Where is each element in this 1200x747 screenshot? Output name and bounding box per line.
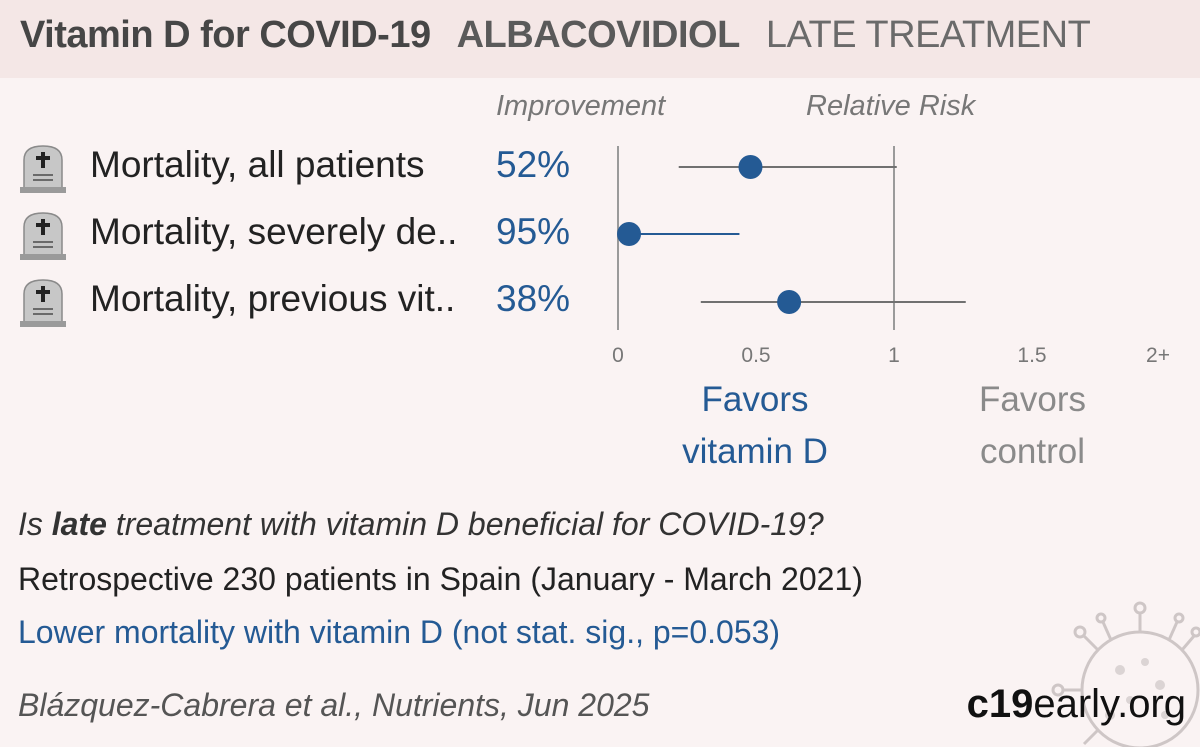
row-label: Mortality, severely de..	[90, 211, 458, 252]
question-emphasis: late	[51, 506, 107, 542]
header-bar: Vitamin D for COVID-19 ALBACOVIDIOL LATE T…	[0, 0, 1200, 78]
study-description: Retrospective 230 patients in Spain (Jan…	[18, 561, 863, 597]
treatment-stage: LATE TREATMENT	[765, 14, 1091, 56]
forest-plot: 0 0.5 1 1.5 2+	[612, 146, 1170, 367]
effect-point	[617, 222, 642, 246]
question-suffix: treatment with vitamin D beneficial for …	[106, 506, 824, 542]
favors-control-line2: control	[979, 432, 1086, 471]
virus-watermark-icon	[1051, 601, 1200, 747]
row-label: Mortality, all patients	[90, 144, 425, 185]
tombstone-icon	[20, 212, 66, 260]
favors-control-line1: Favors	[979, 380, 1086, 419]
brand-bold: c19	[966, 682, 1034, 726]
question-prefix: Is	[18, 506, 52, 542]
brand-light: early.org	[1033, 682, 1186, 726]
favors-treatment-line1: Favors	[701, 380, 809, 419]
effect-point	[777, 290, 802, 314]
brand-logo: c19early.org	[967, 682, 1186, 727]
study-result: Lower mortality with vitamin D (not stat…	[18, 614, 781, 650]
header-title: Vitamin D for COVID-19 ALBACOVIDIOL LATE T…	[20, 14, 1116, 57]
x-tick-label: 1.5	[1017, 344, 1046, 367]
x-tick-label: 2+	[1146, 344, 1170, 367]
favors-treatment-label: Favors vitamin D	[660, 374, 850, 478]
x-tick-label: 0	[612, 344, 624, 367]
row-improvement: 52%	[496, 144, 571, 185]
improvement-column-header: Improvement	[496, 90, 666, 122]
citation: Blázquez-Cabrera et al., Nutrients, Jun …	[18, 687, 650, 723]
row-label: Mortality, previous vit..	[90, 278, 456, 319]
effect-point	[738, 155, 763, 179]
row-improvement: 95%	[496, 211, 571, 252]
row-improvement: 38%	[496, 278, 571, 319]
x-tick-label: 0.5	[741, 344, 770, 367]
title-text: Vitamin D for COVID-19	[20, 14, 431, 56]
treatment-name: ALBACOVIDIOL	[456, 14, 741, 56]
favors-control-label: Favors control	[940, 374, 1125, 478]
study-question: Is late treatment with vitamin D benefic…	[18, 506, 824, 543]
favors-treatment-line2: vitamin D	[682, 432, 828, 471]
x-tick-label: 1	[888, 344, 900, 367]
tombstone-icon	[20, 145, 66, 193]
relative-risk-column-header: Relative Risk	[806, 90, 976, 122]
tombstone-icon	[20, 279, 66, 327]
